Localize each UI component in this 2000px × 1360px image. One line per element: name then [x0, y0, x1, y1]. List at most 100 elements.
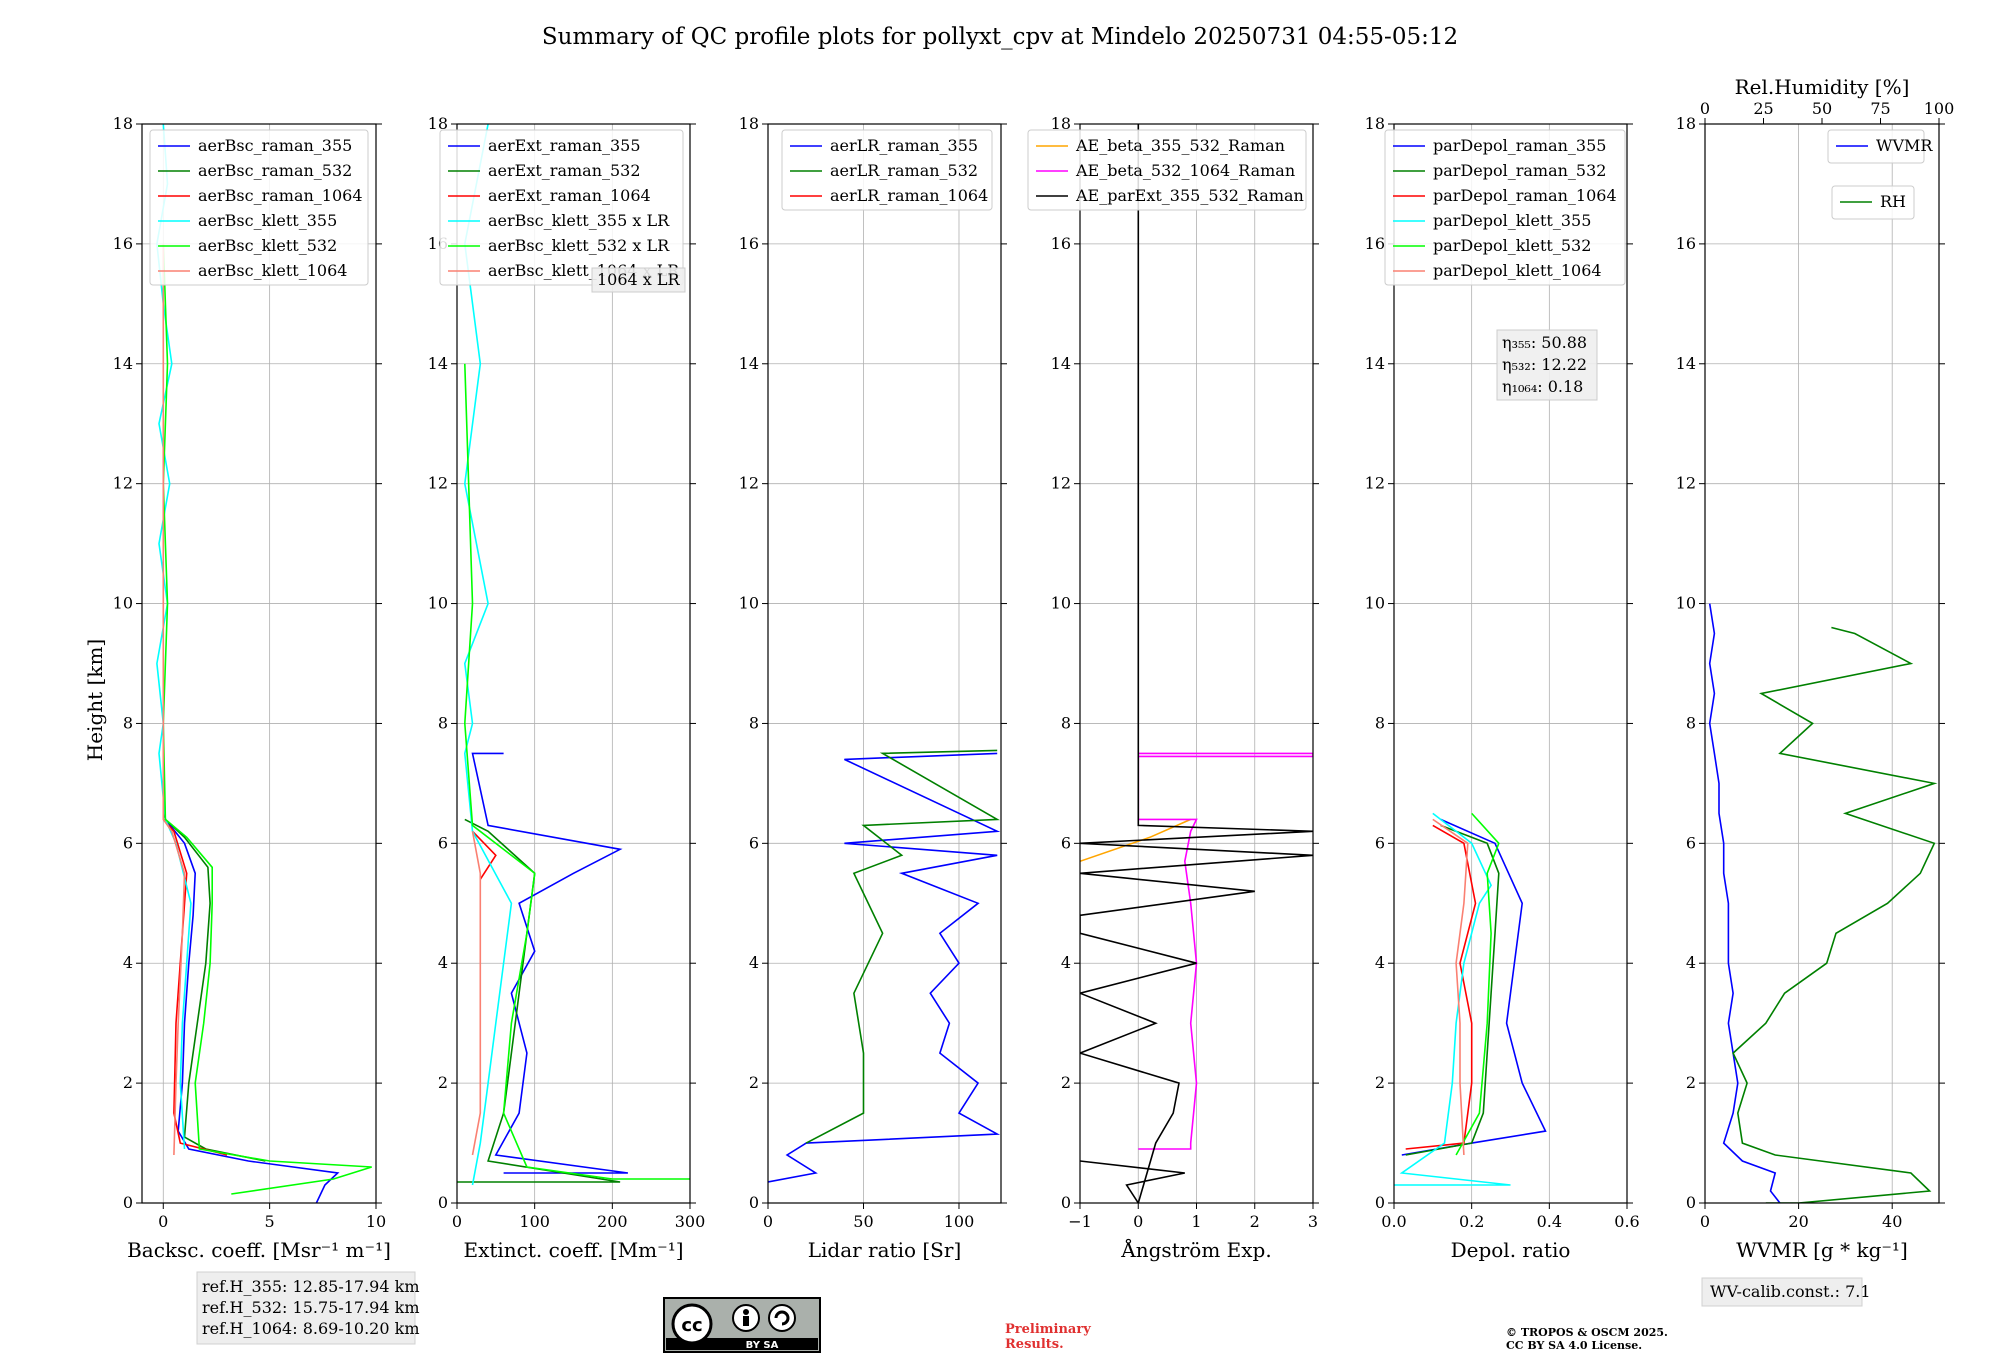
x-axis-label: Backsc. coeff. [Msr⁻¹ m⁻¹]	[127, 1238, 391, 1262]
y-tick-label: 6	[1375, 833, 1385, 852]
y-tick-label: 10	[739, 594, 759, 613]
copyright-line-2: CC BY SA 4.0 License.	[1506, 1339, 1642, 1352]
series-group	[457, 124, 690, 1186]
y-tick-label: 0	[438, 1193, 448, 1212]
series-line-aerBsc_raman_355	[162, 807, 340, 1203]
x-tick-label: 0	[763, 1212, 773, 1231]
y-tick-label: 12	[428, 474, 448, 493]
wv-calib-text: WV-calib.const.: 7.1	[1710, 1282, 1871, 1301]
legend: AE_beta_355_532_Raman AE_beta_532_1064_Ra…	[1027, 129, 1307, 211]
x-tick-label: 0.4	[1537, 1212, 1562, 1231]
top-tick-label: 25	[1753, 99, 1773, 118]
legend-label: aerLR_raman_532	[830, 161, 978, 180]
y-tick-label: 18	[1051, 114, 1071, 133]
legend-label: parDepol_klett_1064	[1433, 261, 1602, 280]
series-line-aerBsc_raman_532	[162, 807, 266, 1162]
x-tick-label: 0.2	[1459, 1212, 1484, 1231]
copyright-line-1: © TROPOS & OSCM 2025.	[1506, 1326, 1668, 1339]
legend-label: parDepol_klett_355	[1433, 211, 1591, 230]
chart-panel-3: 0 2 4 6 8 10 12 14 16 18 0 50 100 Lidar ratio [Sr] aer…	[739, 114, 1007, 1262]
y-tick-label: 14	[1676, 354, 1696, 373]
figure-title: Summary of QC profile plots for pollyxt_…	[542, 24, 1458, 50]
series-line-aerBsc_klett_1064 x LR	[471, 831, 482, 1156]
y-tick-label: 0	[749, 1193, 759, 1212]
plot-frame	[141, 123, 377, 1204]
y-tick-label: 0	[123, 1193, 133, 1212]
x-tick-label: 3	[1308, 1212, 1318, 1231]
legend-label: WVMR	[1876, 136, 1933, 155]
cc-icon-text: cc	[681, 1315, 702, 1336]
y-tick-label: 18	[1365, 114, 1385, 133]
y-tick-label: 14	[1365, 354, 1385, 373]
y-tick-label: 16	[1051, 234, 1071, 253]
legend-label: aerExt_raman_532	[488, 161, 641, 180]
legend-label: aerLR_raman_355	[830, 136, 978, 155]
y-tick-label: 2	[123, 1073, 133, 1092]
legend-label: aerBsc_klett_532 x LR	[488, 236, 670, 255]
y-tick-label: 2	[1686, 1073, 1696, 1092]
series-group	[768, 749, 1001, 1183]
y-tick-label: 4	[123, 953, 133, 972]
series-line-AE_beta_532_1064_Raman	[1137, 752, 1313, 1150]
y-tick-label: 4	[438, 953, 448, 972]
legend-label: aerBsc_raman_1064	[198, 186, 363, 205]
legend-label: aerBsc_klett_355	[198, 211, 337, 230]
eta-value: η₅₃₂: 12.22	[1502, 355, 1587, 374]
series-line-parDepol_klett_355	[1394, 812, 1511, 1186]
y-tick-label: 10	[113, 594, 133, 613]
series-line-aerLR_raman_532	[805, 749, 1000, 1144]
series-line-aerExt_raman_355	[471, 752, 629, 1174]
x-axis-label: Ångström Exp.	[1120, 1237, 1271, 1262]
legend-label: RH	[1880, 192, 1906, 211]
legend-label: parDepol_raman_355	[1433, 136, 1606, 155]
x-axis-label: Lidar ratio [Sr]	[808, 1238, 962, 1262]
series-line-parDepol_raman_532	[1405, 824, 1500, 1156]
y-tick-label: 10	[1676, 594, 1696, 613]
legend-label: aerBsc_klett_1064	[198, 261, 347, 280]
y-tick-label: 8	[749, 713, 759, 732]
chart-panel-5: 0 2 4 6 8 10 12 14 16 18 0.0 0.2 0.4 0.6 Depol. ratio p…	[1365, 114, 1640, 1262]
series-group	[1708, 603, 1938, 1203]
series-line-parDepol_raman_1064	[1405, 824, 1477, 1150]
cc-icon	[671, 1303, 713, 1345]
x-tick-label: 0	[452, 1212, 462, 1231]
x-tick-label: 0.0	[1381, 1212, 1406, 1231]
x-tick-label: 1	[1191, 1212, 1201, 1231]
y-tick-label: 8	[1061, 713, 1071, 732]
x-tick-label: 0	[1700, 1212, 1710, 1231]
cc-license-badge: cc BY SA	[663, 1297, 821, 1353]
x-tick-label: 100	[944, 1212, 975, 1231]
y-tick-label: 4	[1686, 953, 1696, 972]
top-tick-label: 75	[1870, 99, 1890, 118]
series-line-aerBsc_klett_532 x LR	[463, 363, 690, 1180]
y-tick-label: 14	[113, 354, 133, 373]
legend: aerBsc_raman_355 aerBsc_raman_532 aerBsc_r…	[149, 129, 369, 286]
ref-height-1064: ref.H_1064: 8.69-10.20 km	[202, 1319, 420, 1338]
series-line-aerExt_raman_532	[457, 818, 621, 1183]
legend-label: aerBsc_raman_532	[198, 161, 352, 180]
legend-label: aerLR_raman_1064	[830, 186, 988, 205]
series-line-aerBsc_klett_355 x LR	[463, 124, 513, 1186]
sa-icon	[768, 1304, 796, 1332]
y-tick-label: 14	[1051, 354, 1071, 373]
chart-panel-1: 0 2 4 6 8 10 12 14 16 18 0 5 10 Backsc. coeff. [Msr⁻¹…	[113, 114, 391, 1262]
ref-height-532: ref.H_532: 15.75-17.94 km	[202, 1298, 420, 1317]
y-tick-label: 18	[1676, 114, 1696, 133]
legend-label: aerBsc_klett_355 x LR	[488, 211, 670, 230]
y-tick-label: 10	[1365, 594, 1385, 613]
y-tick-label: 12	[739, 474, 759, 493]
y-tick-label: 14	[428, 354, 448, 373]
y-tick-label: 4	[1375, 953, 1385, 972]
legend: parDepol_raman_355 parDepol_raman_532 parD…	[1384, 129, 1626, 286]
eta-box: η₃₅₅: 50.88 η₅₃₂: 12.22 η₁₀₆₄: 0.18	[1496, 329, 1598, 401]
legend-label: parDepol_raman_1064	[1433, 186, 1617, 205]
wv-calib-box: WV-calib.const.: 7.1	[1701, 1277, 1871, 1307]
series-line-RH	[1732, 626, 1938, 1203]
y-axis-label: Height [km]	[83, 639, 107, 761]
y-tick-label: 12	[1676, 474, 1696, 493]
series-line-aerBsc_klett_1064	[162, 243, 186, 1156]
y-tick-label: 2	[1375, 1073, 1385, 1092]
series-line-parDepol_klett_532	[1455, 812, 1500, 1156]
y-tick-label: 14	[739, 354, 759, 373]
